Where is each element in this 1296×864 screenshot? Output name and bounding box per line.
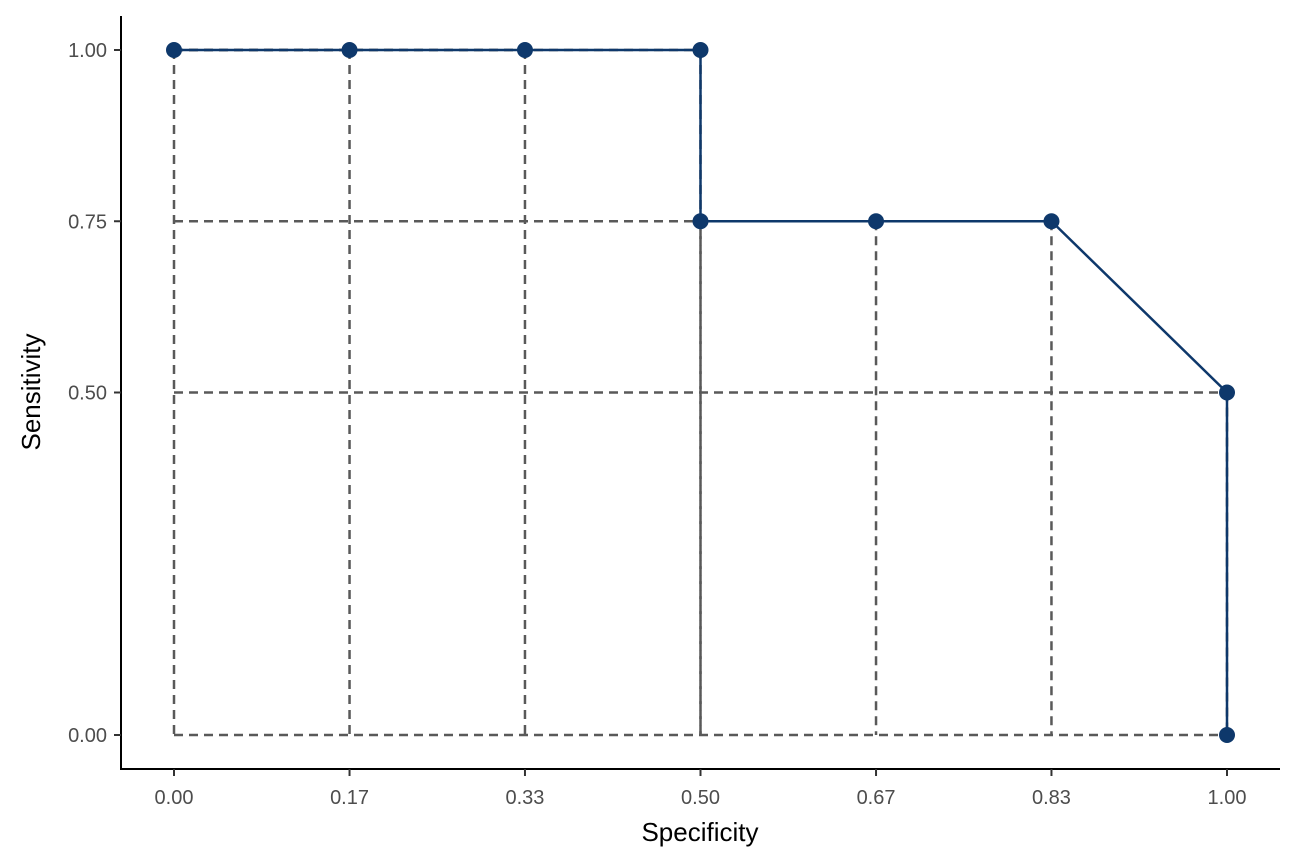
- data-point: [341, 42, 358, 58]
- data-point: [692, 42, 709, 58]
- data-point: [868, 213, 885, 230]
- data-point: [692, 213, 709, 230]
- y-axis-title: Sensitivity: [16, 333, 46, 450]
- x-tick-label: 0.67: [857, 787, 896, 809]
- x-tick-label: 0.17: [330, 787, 369, 809]
- series-points-group: [166, 42, 1235, 743]
- y-tick-label: 0.00: [68, 725, 107, 747]
- y-axis-ticks: 0.00 0.50 0.75 1.00: [68, 40, 121, 747]
- x-axis-title: Specificity: [641, 817, 758, 847]
- data-point: [1043, 213, 1060, 230]
- x-tick-label: 0.50: [681, 787, 720, 809]
- x-tick-label: 0.33: [505, 787, 544, 809]
- x-tick-label: 0.83: [1032, 787, 1071, 809]
- x-tick-label: 1.00: [1208, 787, 1247, 809]
- data-point: [166, 42, 182, 58]
- data-point: [1219, 727, 1235, 743]
- data-point: [1219, 384, 1235, 401]
- y-tick-label: 1.00: [68, 40, 107, 62]
- data-point: [516, 42, 533, 58]
- x-axis-ticks: 0.00 0.17 0.33 0.50 0.67 0.83 1.00: [155, 769, 1247, 809]
- y-tick-label: 0.50: [68, 383, 107, 405]
- y-tick-label: 0.75: [68, 211, 107, 233]
- x-tick-label: 0.00: [155, 787, 194, 809]
